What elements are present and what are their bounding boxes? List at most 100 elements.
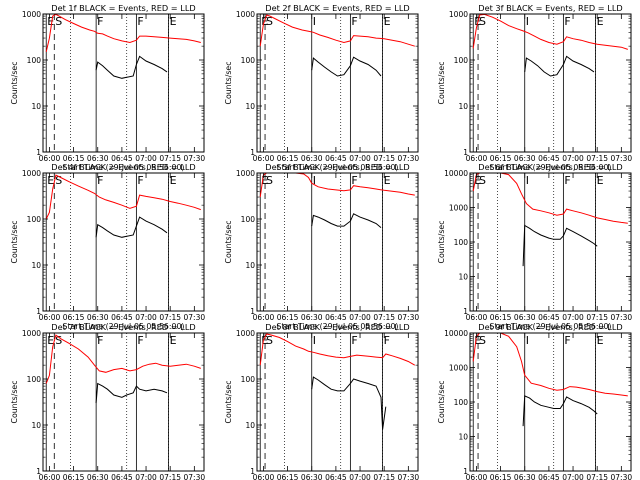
marker-label: E	[384, 174, 391, 187]
plot-frame	[256, 172, 419, 312]
x-tick-label: 07:00	[135, 154, 157, 163]
panel-det-8: Det 8f BLACK = Events, RED = LLD ES I F F 1 10…	[224, 322, 419, 480]
y-tick-label: 1000	[236, 329, 255, 338]
panel-title: Det 6f BLACK = Events, RED = LLD	[478, 162, 622, 172]
x-tick-label: 06:45	[111, 154, 133, 163]
x-tick-label: 07:15	[586, 313, 608, 322]
series-lld-line	[472, 333, 628, 397]
series-lld-line	[472, 173, 628, 224]
x-tick-label: 07:00	[562, 313, 584, 322]
y-tick-label: 10000	[444, 169, 468, 178]
y-tick-label: 10	[245, 261, 255, 270]
y-tick-label: 1000	[236, 10, 255, 19]
marker-label: E	[170, 15, 177, 28]
y-tick-label: 10000	[444, 329, 468, 338]
plot-frame	[42, 332, 205, 472]
marker-label: S	[55, 334, 62, 347]
y-tick-label: 100	[454, 56, 469, 65]
x-tick-label: 06:00	[466, 473, 488, 480]
x-tick-label: 07:15	[159, 154, 181, 163]
x-axis-label: Start Time (29-Jul-05 05:56:00)	[490, 322, 612, 331]
plot-frame	[256, 332, 419, 472]
x-tick-label: 06:30	[87, 473, 109, 480]
marker-label: E	[597, 334, 604, 347]
marker-label: F	[564, 334, 570, 347]
y-tick-label: 100	[27, 215, 42, 224]
series-events-line	[311, 213, 382, 228]
y-tick-label: 1000	[449, 364, 468, 373]
x-tick-label: 06:00	[39, 313, 61, 322]
marker-label: F	[351, 334, 357, 347]
x-tick-label: 06:30	[301, 313, 323, 322]
x-tick-label: 06:45	[325, 313, 347, 322]
marker-label: E	[170, 174, 177, 187]
y-tick-label: 10	[458, 433, 468, 442]
x-tick-label: 06:45	[325, 473, 347, 480]
marker-label: E	[597, 174, 604, 187]
x-tick-label: 07:00	[562, 154, 584, 163]
x-tick-label: 07:30	[611, 473, 633, 480]
x-tick-label: 06:00	[466, 154, 488, 163]
marker-label: E	[261, 334, 268, 347]
plot-frame	[469, 13, 632, 153]
y-tick-label: 10	[458, 273, 468, 282]
y-tick-label: 1000	[449, 10, 468, 19]
marker-label: S	[266, 15, 273, 28]
x-tick-label: 07:15	[159, 313, 181, 322]
y-tick-label: 10	[31, 102, 41, 111]
x-axis-label: Start Time (29-Jul-05 05:56:00)	[490, 163, 612, 172]
marker-label: E	[474, 334, 481, 347]
x-tick-label: 07:30	[184, 473, 206, 480]
marker-label: E	[384, 15, 391, 28]
series-lld-line	[472, 14, 628, 50]
y-tick-label: 10	[31, 421, 41, 430]
y-tick-label: 100	[454, 398, 469, 407]
y-tick-label: 1	[463, 467, 468, 476]
x-tick-label: 06:00	[39, 154, 61, 163]
y-tick-label: 1000	[22, 169, 41, 178]
x-tick-label: 06:00	[253, 154, 275, 163]
marker-label: I	[313, 15, 316, 28]
panel-title: Det 3f BLACK = Events, RED = LLD	[478, 3, 622, 13]
y-tick-label: 100	[241, 215, 256, 224]
y-tick-label: 1000	[22, 329, 41, 338]
y-axis-label: Counts/sec	[437, 221, 446, 264]
y-tick-label: 10	[458, 102, 468, 111]
y-tick-label: 100	[27, 375, 42, 384]
x-tick-label: 06:45	[538, 313, 560, 322]
x-tick-label: 07:15	[373, 313, 395, 322]
x-tick-label: 06:45	[325, 154, 347, 163]
x-axis-label: Start Time (29-Jul-05 05:56:00)	[63, 163, 185, 172]
plot-frame	[256, 13, 419, 153]
panel-title: Det 5f BLACK = Events, RED = LLD	[265, 162, 409, 172]
y-tick-label: 100	[27, 56, 42, 65]
plot-frame	[42, 172, 205, 312]
y-tick-label: 1	[36, 148, 41, 157]
marker-label: F	[564, 15, 570, 28]
marker-label: S	[266, 174, 273, 187]
plot-frame	[469, 332, 632, 472]
y-tick-label: 10	[245, 421, 255, 430]
marker-label: E	[597, 15, 604, 28]
x-tick-label: 06:45	[111, 473, 133, 480]
y-tick-label: 1	[250, 148, 255, 157]
y-axis-label: Counts/sec	[10, 221, 19, 264]
marker-label: I	[526, 15, 529, 28]
x-tick-label: 07:15	[373, 473, 395, 480]
x-tick-label: 06:00	[253, 313, 275, 322]
y-tick-label: 1000	[449, 204, 468, 213]
x-axis-label: Start Time (29-Jul-05 05:56:00)	[277, 322, 399, 331]
marker-label: F	[384, 334, 390, 347]
panel-title: Det 4f BLACK = Events, RED = LLD	[51, 162, 195, 172]
x-tick-label: 06:45	[538, 154, 560, 163]
y-axis-label: Counts/sec	[10, 381, 19, 424]
marker-label: F	[137, 334, 143, 347]
x-tick-label: 06:00	[253, 473, 275, 480]
y-tick-label: 100	[454, 238, 469, 247]
x-tick-label: 06:15	[490, 313, 512, 322]
y-axis-label: Counts/sec	[224, 62, 233, 105]
marker-label: I	[313, 174, 316, 187]
